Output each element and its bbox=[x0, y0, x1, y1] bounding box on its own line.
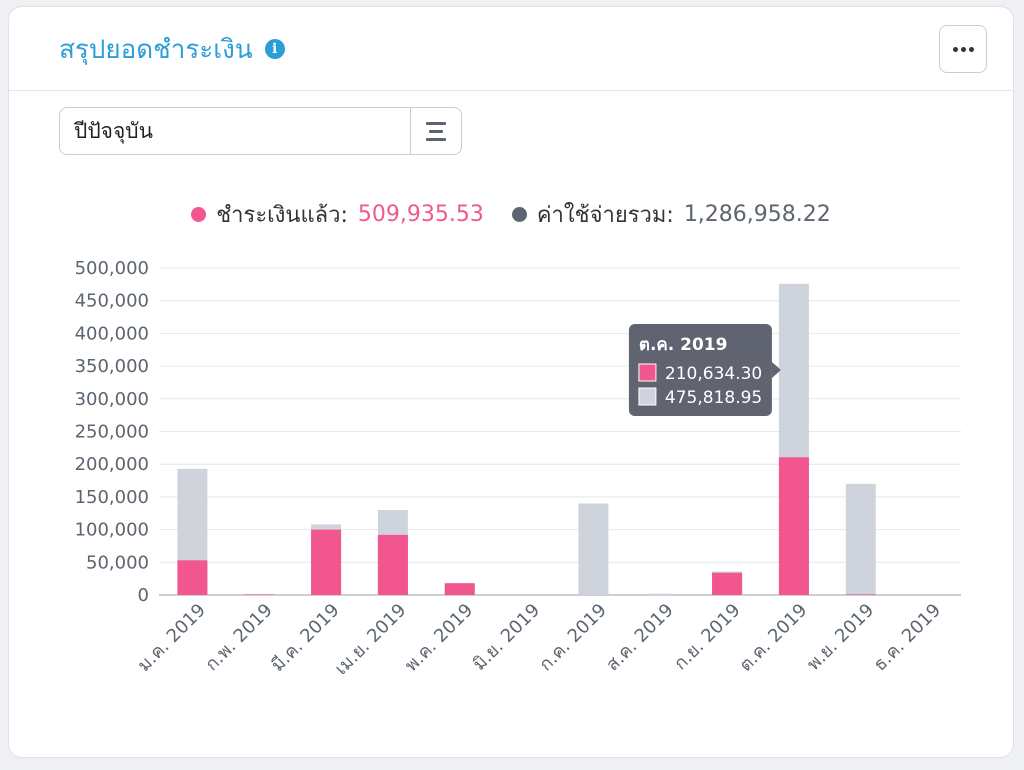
bar-total[interactable] bbox=[578, 503, 609, 595]
period-select[interactable]: ปีปัจจุบัน bbox=[59, 107, 462, 155]
x-tick-label: เม.ย. 2019 bbox=[331, 600, 411, 680]
bar-paid[interactable] bbox=[444, 583, 475, 595]
y-tick-label: 100,000 bbox=[75, 520, 149, 541]
bar-paid[interactable] bbox=[778, 457, 809, 595]
bar-paid[interactable] bbox=[712, 572, 743, 595]
bar-paid[interactable] bbox=[377, 534, 408, 595]
tooltip-total-swatch bbox=[638, 387, 657, 406]
ellipsis-icon bbox=[952, 46, 958, 52]
card-title: สรุปยอดชำระเงิน i bbox=[59, 29, 285, 69]
y-tick-label: 350,000 bbox=[75, 356, 149, 377]
page-title: สรุปยอดชำระเงิน bbox=[59, 34, 253, 65]
y-tick-label: 500,000 bbox=[75, 258, 149, 279]
ellipsis-dot bbox=[960, 46, 966, 52]
card-header: สรุปยอดชำระเงิน i bbox=[9, 7, 1013, 91]
info-icon[interactable]: i bbox=[264, 39, 285, 59]
ellipsis-dot bbox=[968, 46, 974, 52]
legend-total-label: ค่าใช้จ่ายรวม: bbox=[536, 203, 674, 228]
tooltip-title: ต.ค. 2019 bbox=[639, 335, 728, 355]
bar-total[interactable] bbox=[645, 593, 676, 595]
y-tick-label: 200,000 bbox=[75, 454, 149, 475]
menu-line bbox=[426, 121, 446, 125]
bar-paid[interactable] bbox=[845, 594, 876, 595]
x-tick-label: ธ.ค. 2019 bbox=[869, 600, 945, 676]
chart-legend: ชำระเงินแล้ว: 509,935.53 ค่าใช้จ่ายรวม: … bbox=[9, 197, 1013, 232]
x-tick-label: พ.ย. 2019 bbox=[803, 600, 878, 675]
y-tick-label: 150,000 bbox=[75, 487, 149, 508]
y-tick-label: 400,000 bbox=[75, 323, 149, 344]
y-tick-label: 300,000 bbox=[75, 389, 149, 410]
x-tick-label: มิ.ย. 2019 bbox=[469, 600, 544, 675]
tooltip-paid-swatch bbox=[638, 363, 657, 382]
more-options-button[interactable] bbox=[939, 25, 987, 73]
y-tick-label: 250,000 bbox=[75, 422, 149, 443]
y-tick-label: 50,000 bbox=[86, 552, 149, 573]
bar-total[interactable] bbox=[845, 483, 876, 595]
tooltip-box bbox=[628, 324, 772, 416]
y-tick-label: 0 bbox=[138, 585, 149, 606]
x-tick-label: ก.ย. 2019 bbox=[670, 600, 745, 675]
legend-paid-dot bbox=[191, 207, 207, 222]
bar-paid[interactable] bbox=[244, 594, 275, 595]
menu-lines-icon[interactable] bbox=[410, 108, 461, 154]
x-tick-label: ก.พ. 2019 bbox=[201, 600, 276, 675]
x-tick-label: ส.ค. 2019 bbox=[602, 600, 678, 676]
tooltip-total-value: 475,818.95 bbox=[665, 388, 762, 408]
tooltip-paid-value: 210,634.30 bbox=[665, 364, 762, 384]
bar-paid[interactable] bbox=[177, 560, 208, 595]
legend-paid-label: ชำระเงินแล้ว: bbox=[216, 203, 348, 228]
bar-chart: 0 50,000 100,000 150,000 200,000 250,000 300,0… bbox=[75, 258, 961, 680]
period-select-value: ปีปัจจุบัน bbox=[74, 118, 153, 143]
x-tick-label: ม.ค. 2019 bbox=[134, 600, 210, 676]
legend-total[interactable]: ค่าใช้จ่ายรวม: 1,286,958.22 bbox=[511, 197, 831, 232]
legend-paid[interactable]: ชำระเงินแล้ว: 509,935.53 bbox=[191, 197, 484, 232]
legend-total-value: 1,286,958.22 bbox=[683, 202, 831, 227]
legend-total-dot bbox=[511, 207, 527, 222]
tooltip-arrow bbox=[771, 362, 781, 378]
legend-paid-value: 509,935.53 bbox=[357, 202, 484, 227]
x-tick-label: ต.ค. 2019 bbox=[735, 600, 811, 676]
y-tick-label: 450,000 bbox=[75, 291, 149, 312]
payment-summary-card: สรุปยอดชำระเงิน i ปีปัจจุบัน ชำระเงินแล้… bbox=[8, 6, 1014, 758]
x-tick-label: ก.ค. 2019 bbox=[535, 600, 611, 676]
x-tick-label: พ.ค. 2019 bbox=[401, 600, 477, 676]
menu-line bbox=[426, 137, 446, 141]
menu-line bbox=[429, 129, 443, 133]
bar-paid[interactable] bbox=[311, 529, 342, 595]
